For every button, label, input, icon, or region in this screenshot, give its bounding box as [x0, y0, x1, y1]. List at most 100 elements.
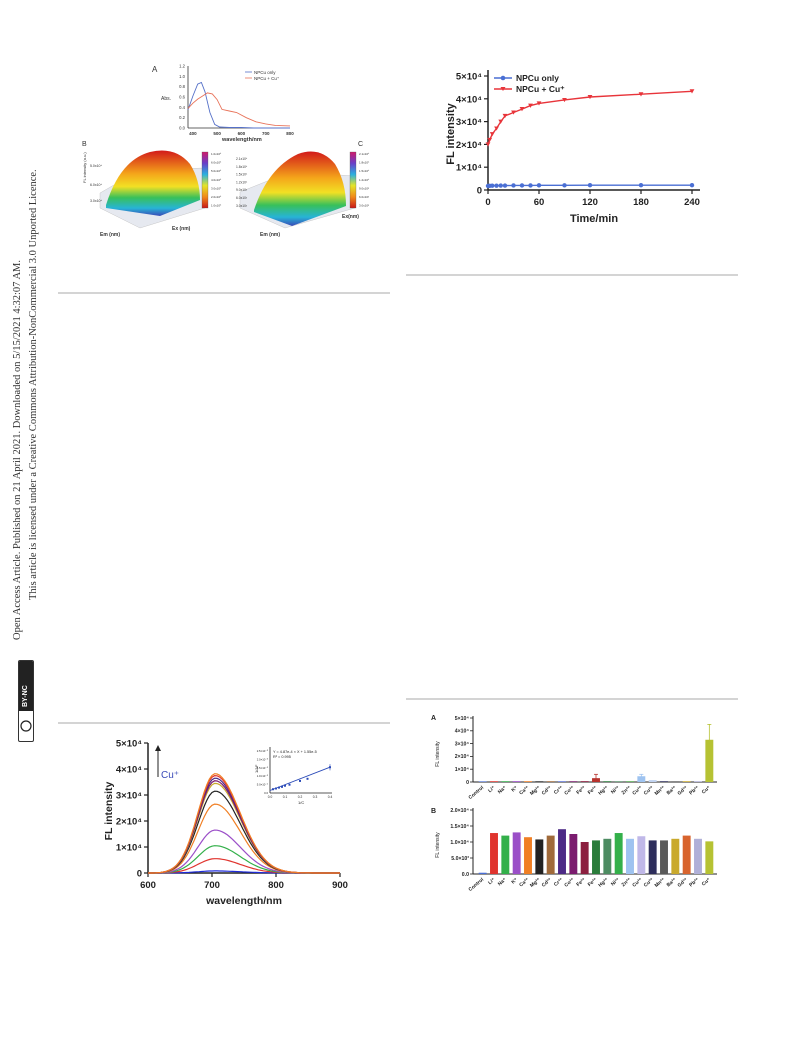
- time-point-only: [587, 183, 593, 188]
- abs-y-ticks: 1.2 1.0 0.8 0.6 0.4 0.2 0.0: [179, 64, 185, 131]
- time-y-tick-label: 0: [477, 186, 482, 197]
- time-legend: NPCu only NPCu + Cu⁺: [494, 73, 565, 94]
- surface-b-z-label: FL intensity (a.u.): [82, 152, 87, 183]
- bars-a-category-label: Mn²⁺: [654, 785, 667, 797]
- bars-a-bar: [637, 776, 646, 782]
- inset-x-tick-label: 0.0: [268, 795, 273, 799]
- time-point-only: [562, 183, 567, 188]
- surface-c-colorbar-tick: 2.1x10⁴: [359, 152, 370, 156]
- time-point-only: [490, 183, 495, 188]
- abs-series-line-2: [187, 92, 291, 127]
- bars-a-bar: [524, 781, 532, 782]
- emission-y-tick-label: 0: [137, 869, 142, 880]
- surface-c-z-tick: 1.5x10⁴: [236, 173, 248, 177]
- abs-y-tick-label: 0.0: [179, 126, 185, 131]
- bars-a-category-label: Ba²⁺: [666, 785, 678, 797]
- bars-b-category-label: Cu⁺: [701, 877, 712, 888]
- inset-x-tick-label: 0.4: [328, 795, 333, 799]
- abs-y-tick-label: 0.8: [179, 84, 185, 89]
- emission-curve-6: [148, 790, 340, 874]
- time-point-only: [498, 183, 503, 188]
- bars-b-y-tick-label: 5.0×10³: [451, 856, 469, 862]
- emission-y-label: FL intensity: [103, 781, 115, 840]
- inset-r2: R² = 0.995: [273, 755, 291, 759]
- bars-a-bar: [694, 781, 702, 782]
- bars-a-y-tick-label: 2×10⁴: [455, 754, 470, 760]
- abs-y-tick-label: 0.2: [179, 115, 185, 120]
- bars-a-y-tick-label: 3×10⁴: [455, 741, 470, 747]
- bars-b-bar: [478, 872, 487, 874]
- inset-y-ticks: 2.5×10⁻⁵ 2.0×10⁻⁵ 1.5×10⁻⁵ 1.0×10⁻⁵ 5.0×10⁻⁶…: [257, 749, 269, 795]
- time-legend-only: NPCu only: [516, 73, 559, 83]
- bars-a-bar: [603, 781, 612, 782]
- time-series-line-2: [487, 90, 693, 145]
- bars-b-category-label: Pb²⁺: [688, 877, 700, 889]
- bars-a-bar: [580, 781, 589, 782]
- surface-b-z-tick-2: 6.0x10⁴: [90, 183, 103, 187]
- bars-panel-a: A: [431, 715, 436, 722]
- abs-x-tick-label: 500: [213, 131, 221, 136]
- time-point-cu: [485, 142, 491, 147]
- emission-x-tick-label: 600: [140, 880, 156, 891]
- bars-b-bar: [660, 840, 668, 874]
- time-y-ticks: 5×10⁴ 4×10⁴ 3×10⁴ 2×10⁴ 1×10⁴ 0: [456, 72, 488, 197]
- time-x-ticks: 0 60 120 180 240: [485, 190, 700, 208]
- abs-series-line-1: [187, 81, 290, 129]
- bars-a-y-label: FL intensity: [435, 741, 441, 767]
- bars-a-category-label: Fe²⁺: [575, 785, 587, 796]
- time-point-only: [638, 183, 644, 188]
- surface-c-colorbar-tick: 1.2x10⁴: [359, 178, 370, 182]
- bars-b-bar: [569, 834, 578, 874]
- bars-b-category-label: Fe³⁺: [587, 877, 599, 888]
- abs-x-ticks: 400 500 600 700 800: [189, 131, 294, 136]
- inset-point: [275, 787, 277, 790]
- emission-y-tick-label: 2×10⁴: [116, 817, 142, 828]
- bars-b-y-label: FL intensity: [435, 832, 441, 858]
- surface-c-z-tick: 2.1x10⁴: [236, 157, 248, 161]
- bars-b-bar: [512, 832, 521, 874]
- time-point-cu: [562, 97, 567, 103]
- cc-license-badge[interactable]: BY-NC: [18, 660, 34, 742]
- inset-x-tick-label: 0.2: [298, 795, 303, 799]
- abs-y-tick-label: 1.0: [179, 74, 185, 79]
- section-divider-right-bottom: [406, 698, 738, 700]
- bars-b-category-label: Fe²⁺: [575, 877, 587, 888]
- time-x-tick-label: 240: [684, 197, 700, 208]
- surface-c-colorbar-ticks: 2.1x10⁴ 1.8x10⁴ 1.5x10⁴ 1.2x10⁴ 9.0x10³ 6.0x1…: [359, 152, 370, 208]
- surface-c-z-ticks: 2.1x10⁴ 1.8x10⁴ 1.5x10⁴ 1.2x10⁴ 9.0x10³ 6.0x1…: [236, 157, 248, 208]
- bars-b-bar: [490, 833, 498, 874]
- figure-emission-spectra: 5×10⁴ 4×10⁴ 3×10⁴ 2×10⁴ 1×10⁴ 0 600 700 800 900 …: [100, 735, 360, 910]
- time-y-label: FL intensity: [445, 102, 457, 164]
- time-point-cu: [536, 101, 542, 106]
- bars-b-category-labels: Control Li⁺ Na⁺ K⁺ Ca²⁺Mg²⁺ Cd²⁺ Cr³⁺ Co²⁺ Fe²⁺ F…: [468, 877, 712, 893]
- bars-b-y-tick-label: 0.0: [462, 872, 469, 878]
- cu-arrow-label: Cu⁺: [161, 770, 179, 781]
- time-point-cu: [498, 119, 504, 124]
- surface-b-ex-label: Ex (nm): [172, 226, 191, 232]
- surface-c-ex-label: Ex(nm): [342, 214, 359, 220]
- bars-b-category-label: Li⁺: [487, 877, 497, 886]
- bars-b-category-label: Cu²⁺: [631, 877, 644, 889]
- bars-a-category-label: Pb²⁺: [688, 785, 700, 797]
- abs-x-tick-label: 600: [238, 131, 246, 136]
- surface-b-z-tick-1: 5.0x10⁴: [90, 164, 103, 168]
- figure-selectivity-svg: A B FL intensity FL intensity 5×10⁴ 4×10⁴…: [431, 715, 717, 893]
- abs-y-tick-label: 1.2: [179, 64, 185, 69]
- section-divider-left-bottom: [58, 722, 390, 724]
- surface-b-colorbar-tick: 2.0x10⁵: [211, 195, 222, 199]
- surface-c: [239, 151, 356, 229]
- emission-y-tick-label: 5×10⁴: [116, 739, 142, 750]
- bars-b-category-label: Mg²⁺: [529, 877, 542, 889]
- bars-a-y-tick-label: 0: [466, 780, 469, 786]
- bars-a-bar: [569, 781, 578, 782]
- abs-series-group: [187, 81, 291, 129]
- sidebar-license-line[interactable]: This article is licensed under a Creativ…: [28, 169, 39, 600]
- bars-a-bar: [535, 781, 544, 782]
- time-x-tick-label: 60: [534, 197, 545, 208]
- abs-y-tick-label: 0.6: [179, 95, 185, 100]
- inset-y-tick-label: 2.0×10⁻⁵: [257, 757, 268, 761]
- emission-series-group: [148, 773, 340, 874]
- bars-a-category-label: Cr³⁺: [553, 785, 565, 796]
- bars-a-category-label: Hg²⁺: [597, 785, 610, 797]
